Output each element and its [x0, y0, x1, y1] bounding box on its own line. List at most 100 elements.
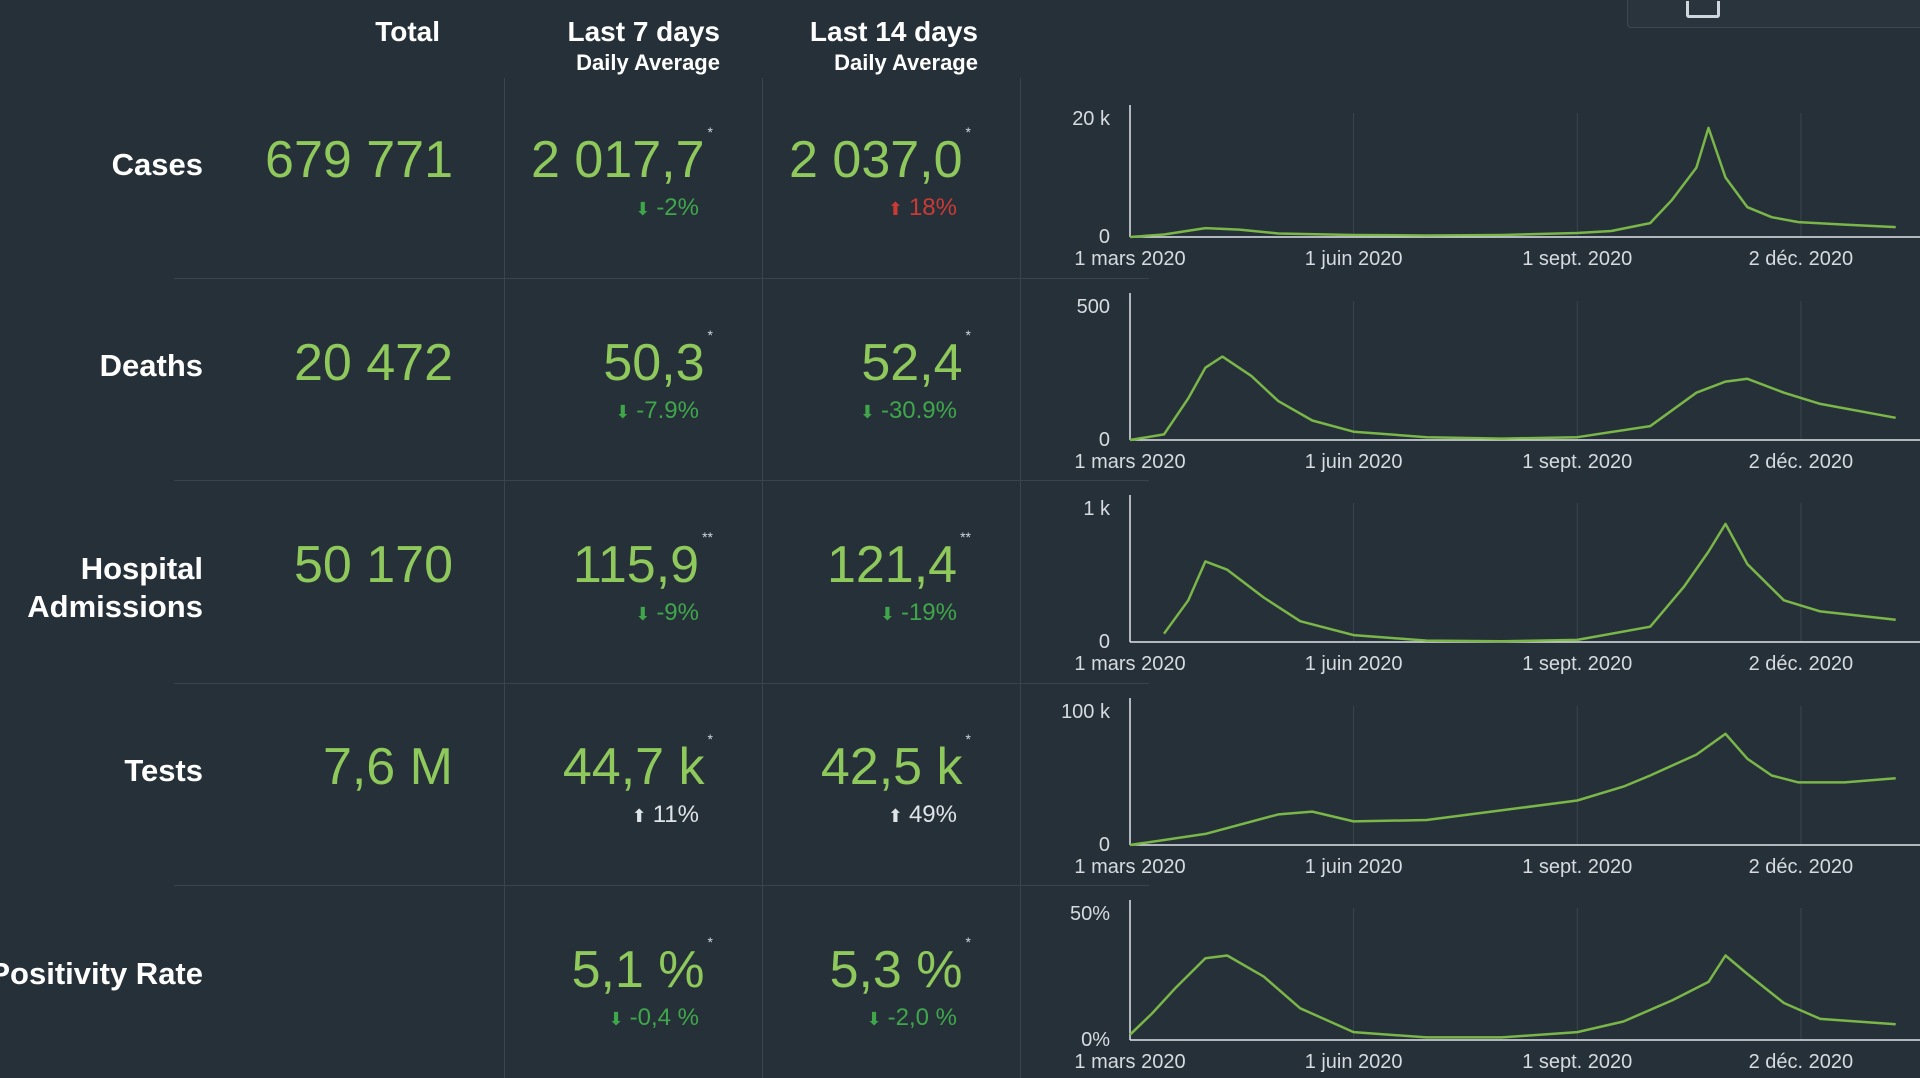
- cases-chg7: ⬇ -2%: [635, 194, 699, 222]
- deaths-chg7: ⬇ -7.9%: [615, 397, 699, 425]
- x-tick-label: 1 sept. 2020: [1522, 451, 1632, 473]
- arrow-up-icon: ⬆: [887, 199, 903, 219]
- cases-avg14: 2 037,0 *: [789, 124, 971, 190]
- cases-chg14: ⬆ 18%: [888, 194, 957, 222]
- tests-avg7-mark: *: [707, 731, 713, 747]
- arrow-up-icon: ⬆: [887, 806, 903, 826]
- tray-icon[interactable]: [1686, 1, 1720, 18]
- tests-avg14-value: 42,5 k: [820, 738, 963, 796]
- positivity-avg14-mark: *: [965, 934, 971, 950]
- header-last7: Last 7 days Daily Average: [520, 16, 720, 76]
- cases-chg7-value: -2%: [656, 194, 699, 221]
- chart-positivity-rate: 1 mars 2020 1 juin 2020 1 sept. 2020 2 déc.…: [1070, 900, 1920, 1073]
- hospital-total-value: 50 170: [293, 536, 453, 594]
- arrow-down-icon: ⬇: [615, 402, 631, 422]
- arrow-down-icon: ⬇: [635, 199, 651, 219]
- hospital-avg14-value: 121,4: [826, 536, 958, 594]
- positivity-avg7-value: 5,1 %: [571, 941, 705, 999]
- cases-chg14-value: 18%: [908, 194, 957, 221]
- chart-hospital-admissions: 1 mars 2020 1 juin 2020 1 sept. 2020 2 déc.…: [1074, 495, 1920, 675]
- deaths-chg14: ⬇ -30.9%: [860, 397, 957, 425]
- y-tick-label: 1 k: [1083, 498, 1111, 520]
- positivity-chg7: ⬇ -0,4 %: [609, 1004, 699, 1032]
- y-tick-label: 500: [1077, 296, 1110, 318]
- header-total: Total: [300, 16, 440, 48]
- tests-chg14: ⬆ 49%: [888, 801, 957, 829]
- deaths-total: 20 472: [294, 333, 453, 393]
- arrow-down-icon: ⬇: [635, 604, 651, 624]
- series-line: [1129, 355, 1896, 442]
- positivity-avg7: 5,1 % *: [571, 934, 713, 1000]
- hospital-chg7-value: -9%: [656, 599, 699, 626]
- hospital-chg14: ⬇ -19%: [880, 599, 957, 627]
- series-line: [1129, 732, 1896, 847]
- arrow-down-icon: ⬇: [879, 604, 895, 624]
- y-tick-label: 0%: [1081, 1029, 1110, 1051]
- cases-avg7-value: 2 017,7: [531, 131, 705, 189]
- row-label-deaths: Deaths: [99, 348, 203, 383]
- hospital-avg7-value: 115,9: [572, 536, 700, 594]
- chart-tests: 1 mars 2020 1 juin 2020 1 sept. 2020 2 déc.…: [1061, 698, 1920, 878]
- row-label-hospital-admissions: Hospital Admissions: [27, 551, 203, 624]
- hospital-avg14: 121,4 **: [826, 529, 971, 595]
- positivity-chg14-value: -2,0 %: [887, 1004, 957, 1031]
- chart-deaths: 1 mars 2020 1 juin 2020 1 sept. 2020 2 déc.…: [1074, 293, 1920, 473]
- row-label-cases: Cases: [111, 147, 203, 182]
- toolbar-box[interactable]: [1627, 0, 1920, 28]
- x-tick-label: 2 déc. 2020: [1749, 1051, 1854, 1073]
- x-tick-label: 1 juin 2020: [1305, 856, 1403, 878]
- hospital-avg7-mark: **: [702, 529, 713, 545]
- y-tick-label: 20 k: [1072, 108, 1111, 130]
- deaths-avg14-mark: *: [965, 327, 971, 343]
- series-line: [1162, 522, 1896, 643]
- y-tick-label: 0: [1099, 834, 1110, 856]
- x-tick-label: 1 sept. 2020: [1522, 653, 1632, 675]
- header-last14: Last 14 days Daily Average: [778, 16, 978, 76]
- x-tick-label: 1 juin 2020: [1305, 248, 1403, 270]
- arrow-up-icon: ⬆: [631, 806, 647, 826]
- x-tick-label: 1 sept. 2020: [1522, 248, 1632, 270]
- tests-chg7-value: 11%: [652, 801, 699, 828]
- header-last14-sublabel: Daily Average: [834, 50, 978, 75]
- arrow-down-icon: ⬇: [866, 1009, 882, 1029]
- hospital-chg7: ⬇ -9%: [635, 599, 699, 627]
- deaths-chg14-value: -30.9%: [880, 397, 957, 424]
- y-tick-label: 100 k: [1061, 701, 1111, 723]
- x-tick-label: 1 juin 2020: [1305, 451, 1403, 473]
- y-tick-label: 0: [1099, 631, 1110, 653]
- row-divider: [174, 885, 1149, 886]
- column-divider: [762, 78, 763, 1078]
- positivity-avg14-value: 5,3 %: [829, 941, 963, 999]
- hospital-avg7: 115,9 **: [572, 529, 713, 595]
- hospital-total: 50 170: [294, 535, 453, 595]
- cases-avg14-mark: *: [965, 124, 971, 140]
- x-tick-label: 2 déc. 2020: [1749, 856, 1854, 878]
- positivity-avg14: 5,3 % *: [829, 934, 971, 1000]
- y-tick-label: 0: [1099, 226, 1110, 248]
- y-tick-label: 0: [1099, 429, 1110, 451]
- tests-total: 7,6 M: [323, 737, 453, 797]
- x-tick-label: 1 sept. 2020: [1522, 1051, 1632, 1073]
- hospital-chg14-value: -19%: [900, 599, 957, 626]
- tests-avg7: 44,7 k *: [562, 731, 713, 797]
- column-divider: [504, 78, 505, 1078]
- tests-total-value: 7,6 M: [322, 738, 453, 796]
- arrow-down-icon: ⬇: [859, 402, 875, 422]
- arrow-down-icon: ⬇: [608, 1009, 624, 1029]
- x-tick-label: 1 juin 2020: [1305, 1051, 1403, 1073]
- tests-avg7-value: 44,7 k: [562, 738, 705, 796]
- hospital-avg14-mark: **: [960, 529, 971, 545]
- header-last14-label: Last 14 days: [809, 16, 978, 47]
- positivity-chg14: ⬇ -2,0 %: [867, 1004, 957, 1032]
- row-divider: [174, 480, 1149, 481]
- y-tick-label: 50%: [1070, 903, 1110, 925]
- x-tick-label: 1 mars 2020: [1074, 248, 1185, 270]
- x-tick-label: 1 mars 2020: [1074, 856, 1185, 878]
- row-label-positivity-rate: Positivity Rate: [0, 956, 203, 991]
- deaths-avg7-value: 50,3: [603, 334, 705, 392]
- deaths-avg14: 52,4 *: [861, 327, 971, 393]
- series-line: [1129, 126, 1896, 239]
- row-divider: [174, 278, 1149, 279]
- x-tick-label: 1 mars 2020: [1074, 1051, 1185, 1073]
- deaths-total-value: 20 472: [293, 334, 453, 392]
